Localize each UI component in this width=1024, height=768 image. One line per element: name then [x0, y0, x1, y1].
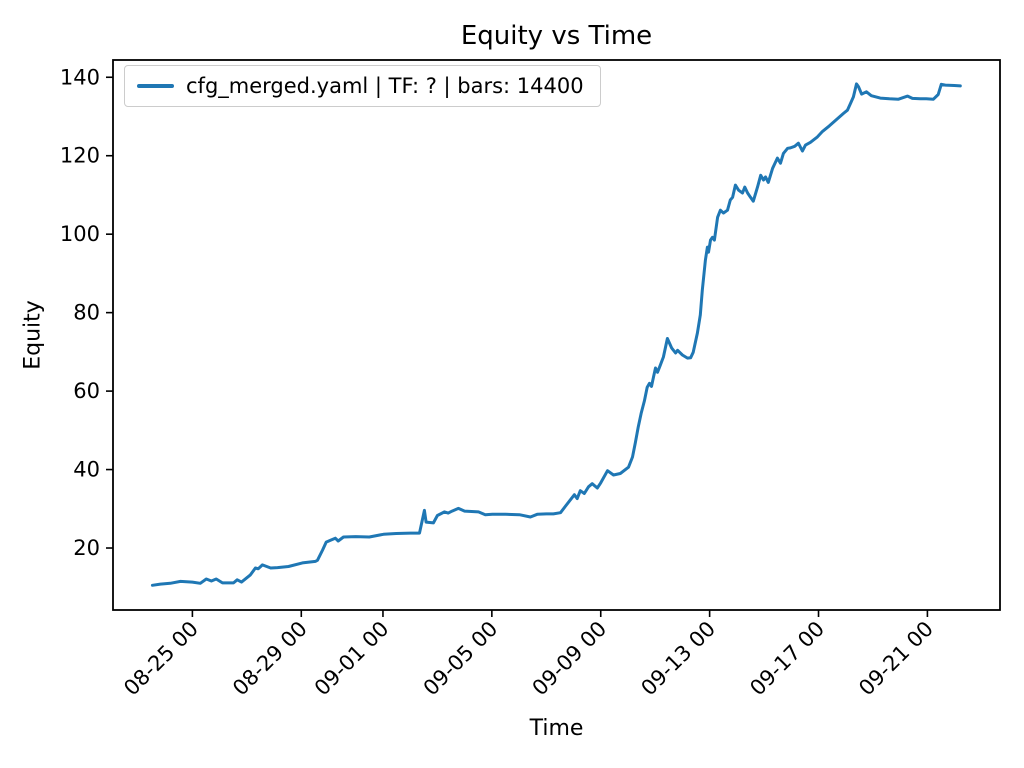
y-tick-label: 100 — [60, 222, 100, 246]
y-tick-label: 80 — [73, 301, 100, 325]
plot-border — [112, 59, 1001, 611]
legend: cfg_merged.yaml | TF: ? | bars: 14400 — [124, 65, 601, 108]
legend-label: cfg_merged.yaml | TF: ? | bars: 14400 — [186, 74, 584, 98]
x-tick-label: 09-17 00 — [745, 617, 829, 701]
y-tick-label: 20 — [73, 536, 100, 560]
x-tick-label: 09-09 00 — [528, 617, 612, 701]
chart-title: Equity vs Time — [460, 21, 653, 51]
equity-line — [150, 82, 962, 587]
x-tick-label: 08-25 00 — [119, 617, 203, 701]
y-tick-label: 40 — [73, 458, 100, 482]
x-tick-label: 08-29 00 — [228, 617, 312, 701]
y-tick-label: 60 — [73, 379, 100, 403]
x-tick-label: 09-05 00 — [419, 617, 503, 701]
x-tick-label: 09-21 00 — [854, 617, 938, 701]
legend-line-sample — [137, 84, 174, 89]
y-tick-label: 120 — [60, 144, 100, 168]
x-axis-label: Time — [529, 716, 584, 741]
y-tick-label: 140 — [60, 65, 100, 89]
x-tick-label: 09-01 00 — [310, 617, 394, 701]
x-tick-label: 09-13 00 — [636, 617, 720, 701]
y-axis-label: Equity — [20, 300, 46, 370]
